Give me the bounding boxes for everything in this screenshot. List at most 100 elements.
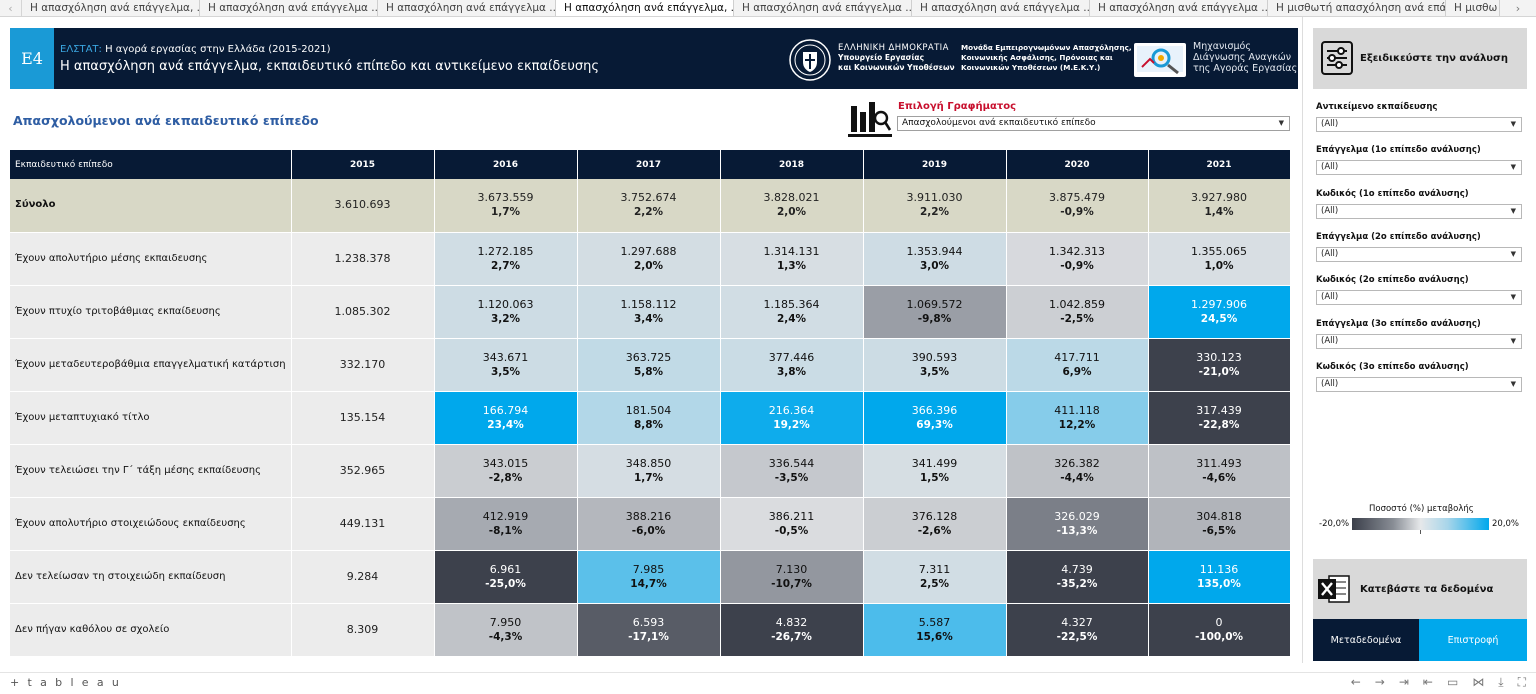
table-cell[interactable]: 311.493 -4,6%	[1148, 444, 1291, 498]
table-cell[interactable]: 336.544 -3,5%	[720, 444, 864, 498]
sidebar-divider	[1302, 17, 1303, 663]
table-cell[interactable]: 1.272.185 2,7%	[434, 232, 578, 286]
revert-icon[interactable]: ⇥	[1398, 675, 1409, 689]
table-cell[interactable]: 1.297.688 2,0%	[577, 232, 721, 286]
table-cell[interactable]: 386.211 -0,5%	[720, 497, 864, 551]
table-row: Σύνολο 3.610.693 3.673.559 1,7% 3.752.674 2,2…	[10, 179, 1291, 233]
share-icon[interactable]: ⋈	[1472, 675, 1485, 689]
table-cell[interactable]: 3.927.980 1,4%	[1148, 179, 1291, 233]
tab-scroll-left-icon[interactable]: ‹	[0, 0, 22, 16]
table-cell[interactable]: 0 -100,0%	[1148, 603, 1291, 657]
table-cell[interactable]: 4.327 -22,5%	[1006, 603, 1149, 657]
table-cell[interactable]: 330.123 -21,0%	[1148, 338, 1291, 392]
table-cell[interactable]: 377.446 3,8%	[720, 338, 864, 392]
table-cell[interactable]: 326.382 -4,4%	[1006, 444, 1149, 498]
table-cell[interactable]: 181.504 8,8%	[577, 391, 721, 445]
filter-dropdown[interactable]: (All) ▼	[1316, 290, 1522, 306]
table-cell[interactable]: 11.136 135,0%	[1148, 550, 1291, 604]
employment-value: 311.493	[1196, 456, 1242, 470]
table-cell[interactable]: 1.120.063 3,2%	[434, 285, 578, 339]
table-cell[interactable]: 3.752.674 2,2%	[577, 179, 721, 233]
base-year-value: 135.154	[291, 391, 435, 445]
gov-line-1: ΕΛΛΗΝΙΚΗ ΔΗΜΟΚΡΑΤΙΑ	[838, 43, 949, 53]
table-cell[interactable]: 1.158.112 3,4%	[577, 285, 721, 339]
undo-icon[interactable]: ←	[1350, 675, 1361, 689]
percent-change: -35,2%	[1056, 577, 1098, 590]
table-cell[interactable]: 1.342.313 -0,9%	[1006, 232, 1149, 286]
table-cell[interactable]: 3.673.559 1,7%	[434, 179, 578, 233]
pause-icon[interactable]: ▭	[1446, 675, 1459, 689]
percent-change: -4,3%	[488, 630, 523, 643]
table-cell[interactable]: 341.499 1,5%	[863, 444, 1007, 498]
chart-selector-dropdown[interactable]: Απασχολούμενοι ανά εκπαιδευτικό επίπεδο …	[897, 116, 1290, 131]
table-cell[interactable]: 3.875.479 -0,9%	[1006, 179, 1149, 233]
table-cell[interactable]: 166.794 23,4%	[434, 391, 578, 445]
table-cell[interactable]: 3.828.021 2,0%	[720, 179, 864, 233]
redo-icon[interactable]: →	[1374, 675, 1385, 689]
table-cell[interactable]: 376.128 -2,6%	[863, 497, 1007, 551]
table-cell[interactable]: 7.130 -10,7%	[720, 550, 864, 604]
filter-dropdown[interactable]: (All) ▼	[1316, 333, 1522, 349]
table-cell[interactable]: 1.314.131 1,3%	[720, 232, 864, 286]
table-cell[interactable]: 412.919 -8,1%	[434, 497, 578, 551]
revert-all-icon[interactable]: ⇤	[1422, 675, 1433, 689]
table-cell[interactable]: 1.069.572 -9,8%	[863, 285, 1007, 339]
dropdown-caret-icon: ▼	[1510, 336, 1516, 345]
table-cell[interactable]: 7.985 14,7%	[577, 550, 721, 604]
tableau-logo: + t a b l e a u	[10, 676, 122, 689]
table-cell[interactable]: 390.593 3,5%	[863, 338, 1007, 392]
table-cell[interactable]: 388.216 -6,0%	[577, 497, 721, 551]
employment-value: 3.828.021	[763, 191, 820, 205]
sheet-tab[interactable]: Η μισθωτή απασχόληση ανά επά...	[1268, 0, 1446, 16]
table-cell[interactable]: 366.396 69,3%	[863, 391, 1007, 445]
sheet-tab[interactable]: Η μισθω	[1446, 0, 1500, 16]
table-cell[interactable]: 1.355.065 1,0%	[1148, 232, 1291, 286]
table-cell[interactable]: 3.911.030 2,2%	[863, 179, 1007, 233]
sheet-tab[interactable]: Η απασχόληση ανά επάγγελμα ...	[912, 0, 1090, 16]
employment-value: 386.211	[768, 509, 815, 523]
sheet-tab[interactable]: Η απασχόληση ανά επάγγελμα ...	[734, 0, 912, 16]
sheet-tab[interactable]: Η απασχόληση ανά επάγγελμα, ...	[22, 0, 200, 16]
sheet-tab[interactable]: Η απασχόληση ανά επάγγελμα, ...	[556, 0, 734, 16]
table-cell[interactable]: 4.832 -26,7%	[720, 603, 864, 657]
table-cell[interactable]: 6.961 -25,0%	[434, 550, 578, 604]
employment-value: 3.927.980	[1191, 191, 1247, 205]
table-cell[interactable]: 326.029 -13,3%	[1006, 497, 1149, 551]
sheet-tab[interactable]: Η απασχόληση ανά επάγγελμα ...	[378, 0, 556, 16]
table-cell[interactable]: 417.711 6,9%	[1006, 338, 1149, 392]
back-button[interactable]: Επιστροφή	[1419, 619, 1527, 661]
table-cell[interactable]: 216.364 19,2%	[720, 391, 864, 445]
table-cell[interactable]: 5.587 15,6%	[863, 603, 1007, 657]
download-data-button[interactable]: Κατεβάστε τα δεδομένα	[1313, 559, 1527, 619]
table-cell[interactable]: 1.042.859 -2,5%	[1006, 285, 1149, 339]
filter-dropdown[interactable]: (All) ▼	[1316, 376, 1522, 392]
gov-line-2: Υπουργείο Εργασίας	[838, 53, 925, 62]
table-cell[interactable]: 348.850 1,7%	[577, 444, 721, 498]
table-cell[interactable]: 7.950 -4,3%	[434, 603, 578, 657]
table-cell[interactable]: 1.185.364 2,4%	[720, 285, 864, 339]
table-cell[interactable]: 411.118 12,2%	[1006, 391, 1149, 445]
tab-scroll-right-icon[interactable]: ›	[1515, 1, 1521, 15]
filter-dropdown[interactable]: (All) ▼	[1316, 117, 1522, 132]
percent-change: 2,5%	[919, 577, 950, 590]
table-cell[interactable]: 7.311 2,5%	[863, 550, 1007, 604]
table-cell[interactable]: 4.739 -35,2%	[1006, 550, 1149, 604]
fullscreen-icon[interactable]: ⛶	[1517, 675, 1526, 689]
table-cell[interactable]: 304.818 -6,5%	[1148, 497, 1291, 551]
filter-sliders-icon	[1321, 41, 1353, 75]
filter-dropdown[interactable]: (All) ▼	[1316, 246, 1522, 262]
table-cell[interactable]: 363.725 5,8%	[577, 338, 721, 392]
sheet-tab[interactable]: Η απασχόληση ανά επάγγελμα ...	[200, 0, 378, 16]
table-cell[interactable]: 1.297.906 24,5%	[1148, 285, 1291, 339]
filter-dropdown[interactable]: (All) ▼	[1316, 160, 1522, 176]
metadata-button[interactable]: Μεταδεδομένα	[1313, 619, 1419, 661]
download-icon[interactable]: ⤓	[1498, 675, 1504, 689]
table-cell[interactable]: 343.015 -2,8%	[434, 444, 578, 498]
table-cell[interactable]: 1.353.944 3,0%	[863, 232, 1007, 286]
sheet-tab[interactable]: Η απασχόληση ανά επάγγελμα ...	[1090, 0, 1268, 16]
table-cell[interactable]: 317.439 -22,8%	[1148, 391, 1291, 445]
table-cell[interactable]: 343.671 3,5%	[434, 338, 578, 392]
table-cell[interactable]: 6.593 -17,1%	[577, 603, 721, 657]
mech-line-2: Διάγνωσης Αναγκών	[1193, 52, 1292, 63]
filter-dropdown[interactable]: (All) ▼	[1316, 203, 1522, 219]
